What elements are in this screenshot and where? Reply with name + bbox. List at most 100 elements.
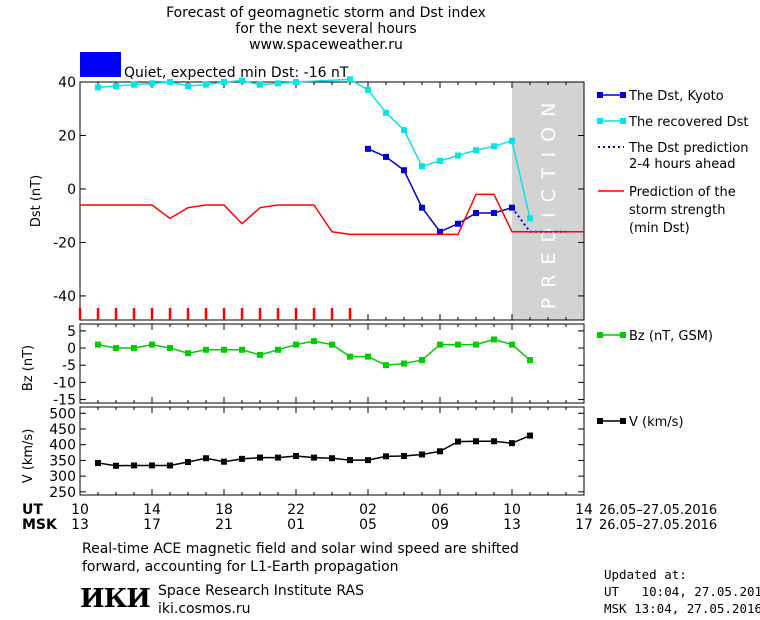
data-point: [275, 454, 281, 461]
data-point: [95, 459, 101, 466]
y-tick-label: 350: [49, 453, 76, 469]
ut-tick-label: 02: [359, 502, 377, 518]
data-point: [419, 204, 425, 211]
data-point: [383, 453, 389, 460]
data-point: [419, 357, 425, 364]
data-point: [509, 341, 515, 348]
data-point: [185, 459, 191, 465]
data-point: [401, 167, 407, 174]
data-point: [473, 210, 479, 217]
series-the-dst-prediction-2-4-hours-ahead: [511, 207, 566, 233]
series-line: [97, 78, 531, 219]
iki-logo: ИКИ: [80, 584, 151, 614]
updated-info: Updated at: UT 10:04, 27.05.2016 MSK 13:04…: [604, 566, 760, 617]
data-point: [401, 453, 407, 460]
data-point: [275, 80, 281, 87]
data-point: [131, 81, 137, 88]
y-tick-label: 400: [49, 438, 76, 454]
y-tick-label: 250: [49, 485, 76, 501]
institute-info: Space Research Institute RAS iki.cosmos.…: [158, 582, 364, 618]
data-point: [149, 462, 155, 469]
prediction-zone-label: PREDICTION: [538, 93, 560, 310]
data-point: [473, 147, 479, 154]
data-point: [239, 346, 245, 353]
data-point: [383, 362, 389, 369]
ut-tick-label: 22: [287, 502, 305, 518]
data-point: [149, 80, 155, 87]
msk-tick-label: 05: [359, 517, 377, 533]
data-point: [383, 153, 389, 160]
legend-recovered-label: The recovered Dst: [628, 115, 748, 130]
data-point: [437, 341, 443, 348]
data-point: [329, 455, 335, 462]
data-point: [347, 457, 353, 464]
series-bz-nt-gsm-: [95, 336, 533, 369]
updated-ut: UT 10:04, 27.05.2016: [604, 584, 760, 599]
footer-note: Real-time ACE magnetic field and solar w…: [82, 540, 519, 576]
msk-axis-label: MSK: [22, 517, 58, 533]
data-point: [185, 83, 191, 90]
data-point: [149, 341, 155, 348]
data-point: [257, 81, 263, 88]
ut-tick-label: 06: [431, 502, 449, 518]
data-point: [491, 438, 497, 445]
data-point: [401, 127, 407, 134]
legend-dst-kyoto: The Dst, Kyoto: [597, 89, 724, 104]
ut-tick-label: 10: [503, 502, 521, 518]
legend-storm-strength: Prediction of the storm strength (min Ds…: [598, 185, 736, 236]
data-point: [527, 357, 533, 364]
legend-v-label: V (km/s): [629, 415, 684, 430]
legend-bz: Bz (nT, GSM): [597, 329, 713, 344]
legend-dst-kyoto-label: The Dst, Kyoto: [628, 89, 724, 104]
legend-strength-label-3: (min Dst): [629, 221, 690, 236]
data-point: [455, 152, 461, 159]
date-range-msk: 26.05–27.05.2016: [599, 518, 717, 533]
y-axis-label: V (km/s): [21, 429, 36, 484]
status-text: Quiet, expected min Dst: -16 nT: [124, 65, 349, 81]
data-point: [203, 455, 209, 462]
data-point: [473, 438, 479, 445]
data-point: [311, 454, 317, 461]
msk-tick-label: 13: [71, 517, 89, 533]
data-point: [221, 346, 227, 353]
ut-tick-label: 18: [215, 502, 233, 518]
status-swatch: [80, 52, 121, 77]
y-tick-label: 500: [49, 406, 76, 422]
ut-tick-label: 14: [143, 502, 161, 518]
ut-axis-label: UT: [22, 502, 43, 518]
data-point: [365, 457, 371, 464]
data-point: [455, 220, 461, 227]
data-point: [293, 79, 299, 85]
legend-strength-label-2: storm strength: [629, 203, 726, 218]
data-point: [95, 341, 101, 348]
data-point: [365, 353, 371, 360]
data-point: [257, 351, 263, 358]
series-line: [511, 207, 566, 233]
msk-tick-label: 09: [431, 517, 449, 533]
data-point: [239, 455, 245, 462]
data-point: [131, 462, 137, 469]
institute-url[interactable]: iki.cosmos.ru: [158, 601, 251, 617]
y-tick-label: 20: [58, 128, 76, 144]
y-tick-label: 5: [67, 324, 76, 340]
y-tick-label: -5: [62, 358, 76, 374]
data-point: [221, 458, 227, 465]
y-tick-label: -20: [53, 235, 76, 251]
footer-note-line2: forward, accounting for L1-Earth propaga…: [82, 559, 399, 575]
data-point: [257, 454, 263, 461]
y-tick-label: 40: [58, 75, 76, 91]
data-point: [437, 228, 443, 235]
y-axis-label: Bz (nT): [21, 345, 36, 391]
data-point: [275, 346, 281, 353]
plot-frame: [79, 81, 585, 321]
y-tick-label: -40: [53, 289, 76, 305]
data-point: [509, 137, 515, 144]
data-point: [437, 448, 443, 455]
series-line: [97, 434, 531, 467]
data-point: [203, 346, 209, 353]
data-point: [95, 84, 101, 91]
date-range-ut: 26.05–27.05.2016: [599, 503, 717, 518]
time-tick-labels: 10 14 18 22 02 06 10 14 13 17 21 01 05 09 13 17: [71, 502, 593, 533]
footer-note-line1: Real-time ACE magnetic field and solar w…: [82, 541, 519, 557]
